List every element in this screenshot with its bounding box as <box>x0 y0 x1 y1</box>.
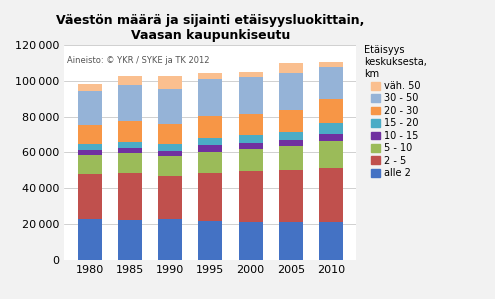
Bar <box>279 73 303 110</box>
Bar <box>158 176 182 219</box>
Bar <box>118 220 142 260</box>
Bar <box>78 125 102 144</box>
Bar <box>279 170 303 222</box>
Bar <box>198 116 222 138</box>
Bar <box>319 134 343 141</box>
Bar <box>158 219 182 260</box>
Bar <box>158 124 182 144</box>
Bar <box>239 171 263 222</box>
Bar <box>198 221 222 260</box>
Bar <box>118 76 142 85</box>
Bar <box>279 146 303 170</box>
Bar <box>118 148 142 153</box>
Bar <box>319 123 343 134</box>
Bar <box>279 63 303 73</box>
Bar <box>319 168 343 222</box>
Bar <box>279 110 303 132</box>
Bar <box>279 222 303 260</box>
Bar <box>319 99 343 123</box>
Bar <box>239 114 263 135</box>
Bar <box>118 121 142 142</box>
Bar <box>319 62 343 67</box>
Bar <box>279 132 303 140</box>
Bar <box>239 135 263 143</box>
Bar <box>319 222 343 260</box>
Bar <box>198 152 222 173</box>
Bar <box>239 222 263 260</box>
Bar <box>239 72 263 77</box>
Bar <box>78 155 102 174</box>
Bar <box>198 79 222 116</box>
Bar <box>198 173 222 221</box>
Bar <box>118 173 142 220</box>
Bar <box>78 174 102 219</box>
Bar <box>158 89 182 124</box>
Bar <box>319 141 343 168</box>
Bar <box>158 76 182 89</box>
Bar <box>78 84 102 91</box>
Bar <box>78 91 102 125</box>
Bar <box>78 219 102 260</box>
Bar <box>239 143 263 149</box>
Bar <box>319 67 343 99</box>
Bar <box>118 142 142 148</box>
Bar <box>158 156 182 176</box>
Bar <box>239 149 263 171</box>
Text: Aineisto: © YKR / SYKE ja TK 2012: Aineisto: © YKR / SYKE ja TK 2012 <box>67 56 210 65</box>
Legend: väh. 50, 30 - 50, 20 - 30, 15 - 20, 10 - 15, 5 - 10, 2 - 5, alle 2: väh. 50, 30 - 50, 20 - 30, 15 - 20, 10 -… <box>364 45 427 178</box>
Bar <box>198 145 222 152</box>
Bar <box>279 140 303 146</box>
Title: Väestön määrä ja sijainti etäisyysluokittain,
Vaasan kaupunkiseutu: Väestön määrä ja sijainti etäisyysluokit… <box>56 14 364 42</box>
Bar <box>78 144 102 150</box>
Bar <box>198 138 222 145</box>
Bar <box>118 85 142 121</box>
Bar <box>239 77 263 114</box>
Bar <box>158 144 182 151</box>
Bar <box>78 150 102 155</box>
Bar <box>118 153 142 173</box>
Bar <box>198 73 222 79</box>
Bar <box>158 151 182 156</box>
